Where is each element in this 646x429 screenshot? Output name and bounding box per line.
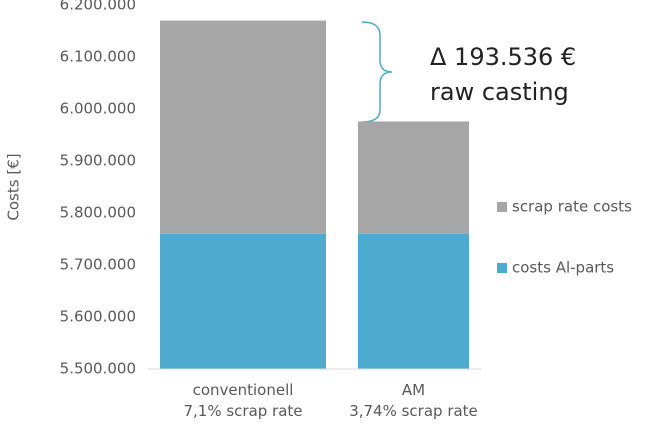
y-tick-label: 6.000.000: [60, 100, 136, 118]
legend-swatch: [497, 202, 507, 212]
y-tick-label: 5.800.000: [60, 204, 136, 222]
legend-label: costs Al-parts: [512, 259, 614, 277]
y-tick-label: 5.500.000: [60, 360, 136, 378]
x-tick-label: conventionell 7,1% scrap rate: [183, 381, 303, 420]
y-tick-label: 5.700.000: [60, 256, 136, 274]
bar-segment: [358, 121, 469, 234]
legend-swatch: [497, 263, 507, 273]
legend-label: scrap rate costs: [512, 198, 632, 216]
x-tick-label: AM 3,74% scrap rate: [349, 381, 478, 420]
y-tick-label: 6.200.000: [60, 0, 136, 14]
y-tick-label: 5.600.000: [60, 308, 136, 326]
y-tick-label: 6.100.000: [60, 48, 136, 66]
bar-segment: [160, 20, 326, 234]
annotation: Δ 193.536 €: [430, 43, 576, 71]
bar-segment: [358, 233, 469, 369]
bar-segment: [160, 233, 326, 369]
y-axis-label: Costs [€]: [5, 153, 23, 220]
annotation: raw casting: [430, 78, 569, 106]
y-tick-label: 5.900.000: [60, 152, 136, 170]
brace: [361, 21, 393, 123]
